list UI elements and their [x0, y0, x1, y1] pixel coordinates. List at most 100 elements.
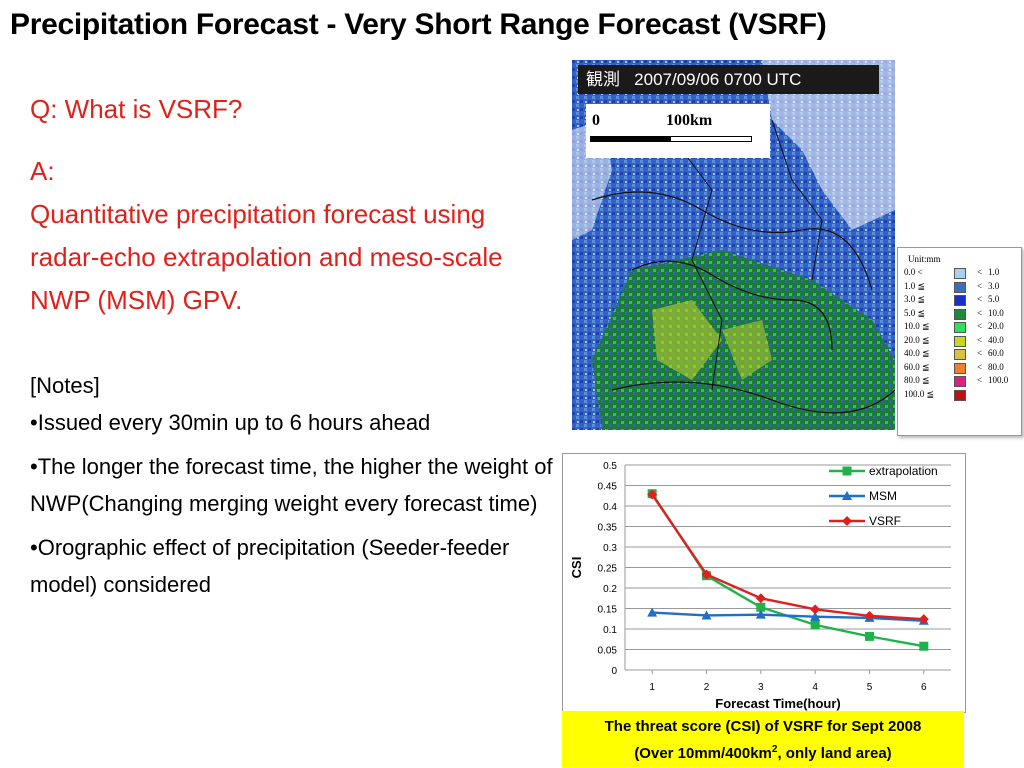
data-point-vsrf — [864, 610, 875, 621]
legend-upper-bound: 40.0 — [988, 334, 1004, 345]
x-tick-label: 1 — [649, 682, 655, 693]
legend-row: 0.0 < <1.0 — [898, 267, 1021, 280]
legend-less-than: < — [977, 375, 983, 385]
x-tick-label: 5 — [867, 682, 873, 693]
legend-lower-bound: 0.0 < — [904, 267, 923, 277]
legend-upper-bound: 60.0 — [988, 348, 1004, 358]
data-point-msm — [647, 607, 658, 617]
data-point-extrapolation — [919, 641, 929, 651]
scale-start-label: 0 — [592, 112, 600, 129]
legend-less-than: < — [977, 361, 983, 372]
legend-swatch — [954, 281, 966, 293]
data-point-extrapolation — [865, 631, 874, 641]
legend-swatch — [954, 376, 966, 387]
legend-label-extrapolation: extrapolation — [869, 464, 938, 478]
answer-label: A: — [30, 156, 55, 186]
legend-lower-bound: 80.0 ≦ — [904, 375, 930, 385]
scale-bar-hollow — [670, 136, 752, 142]
legend-swatch — [954, 322, 966, 333]
y-tick-label: 0.4 — [603, 502, 617, 513]
legend-marker-msm — [842, 491, 852, 500]
legend-row: 10.0 ≦ <20.0 — [898, 321, 1021, 334]
note-bullet: •Orographic effect of precipitation (See… — [30, 535, 510, 597]
map-header-observation: 観測 — [586, 70, 620, 89]
legend-row: 20.0 ≦ <40.0 — [898, 335, 1021, 348]
legend-unit: Unit:mm — [908, 254, 941, 264]
precip-legend: Unit:mm 0.0 < <1.0 1.0 ≦ <3.0 3.0 ≦ <5.0 5.0 ≦… — [897, 247, 1022, 436]
legend-less-than: < — [977, 334, 983, 345]
answer-block: A: Quantitative precipitation forecast u… — [30, 150, 550, 322]
legend-row: 80.0 ≦ <100.0 — [898, 375, 1021, 388]
scale-end-label: 100km — [666, 112, 713, 129]
legend-row: 5.0 ≦ <10.0 — [898, 308, 1021, 321]
data-point-vsrf — [647, 489, 658, 500]
note-bullet: •Issued every 30min up to 6 hours ahead — [30, 410, 431, 435]
y-tick-label: 0.2 — [603, 584, 617, 595]
legend-row: 40.0 ≦ <60.0 — [898, 348, 1021, 361]
chart-caption: The threat score (CSI) of VSRF for Sept … — [562, 711, 964, 767]
y-tick-label: 0.45 — [598, 482, 618, 493]
radar-map: 観測 2007/09/06 0700 UTC 0 100km — [572, 60, 895, 430]
legend-lower-bound: 40.0 ≦ — [904, 348, 930, 358]
data-point-msm — [755, 609, 766, 619]
caption-line2-pre: (Over 10mm/400km — [634, 745, 772, 762]
legend-less-than: < — [977, 307, 983, 318]
legend-swatch — [954, 362, 966, 374]
caption-line1: The threat score (CSI) of VSRF for Sept … — [604, 718, 922, 735]
series-line-msm — [652, 611, 924, 622]
legend-upper-bound: 100.0 — [988, 375, 1009, 385]
map-header-time: 2007/09/06 0700 UTC — [634, 70, 802, 89]
legend-lower-bound: 10.0 ≦ — [904, 321, 930, 331]
data-point-vsrf — [810, 604, 821, 615]
answer-text: Quantitative precipitation forecast usin… — [30, 199, 503, 315]
notes-header: [Notes] — [30, 373, 100, 398]
legend-swatch — [954, 308, 966, 320]
x-tick-label: 3 — [758, 682, 764, 693]
slide-title: Precipitation Forecast - Very Short Rang… — [10, 8, 827, 41]
x-tick-label: 2 — [704, 682, 710, 693]
x-tick-label: 6 — [921, 682, 927, 693]
y-tick-label: 0.1 — [603, 625, 617, 636]
legend-label-msm: MSM — [869, 489, 897, 503]
y-tick-label: 0 — [611, 666, 617, 677]
legend-upper-bound: 5.0 — [988, 294, 1000, 304]
legend-row: 3.0 ≦ <5.0 — [898, 294, 1021, 307]
data-point-msm — [810, 611, 821, 621]
caption-line2-post: , only land area) — [777, 745, 892, 762]
notes-block: [Notes] •Issued every 30min up to 6 hour… — [30, 367, 555, 610]
y-axis-label: CSI — [569, 557, 584, 579]
y-tick-label: 0.5 — [603, 461, 617, 472]
legend-swatch — [954, 389, 966, 401]
legend-upper-bound: 3.0 — [988, 280, 1000, 291]
legend-less-than: < — [977, 280, 983, 291]
note-bullet: •The longer the forecast time, the highe… — [30, 454, 553, 516]
x-tick-label: 4 — [812, 682, 818, 693]
caption-line2-sup: 2 — [771, 744, 778, 755]
legend-lower-bound: 60.0 ≦ — [904, 361, 930, 372]
map-header: 観測 2007/09/06 0700 UTC — [578, 65, 879, 94]
legend-lower-bound: 100.0 ≦ — [904, 388, 935, 399]
legend-lower-bound: 20.0 ≦ — [904, 334, 930, 345]
legend-swatch — [954, 335, 966, 347]
data-point-extrapolation — [756, 602, 766, 612]
legend-swatch — [954, 268, 966, 279]
y-tick-label: 0.35 — [598, 523, 618, 534]
y-tick-label: 0.3 — [603, 543, 617, 554]
legend-upper-bound: 10.0 — [988, 307, 1004, 318]
data-point-msm — [701, 610, 712, 620]
legend-lower-bound: 3.0 ≦ — [904, 294, 926, 304]
data-point-vsrf — [701, 569, 712, 580]
legend-row: 100.0 ≦ — [898, 389, 1021, 402]
csi-chart: 0 0.05 0.1 0.15 0.2 0.25 0.3 0.35 0.4 0.45 0.5 1 2 3 4… — [562, 453, 966, 713]
legend-upper-bound: 20.0 — [988, 321, 1004, 331]
legend-row: 60.0 ≦ <80.0 — [898, 362, 1021, 375]
legend-swatch — [954, 349, 966, 360]
scale-bar-solid — [590, 136, 670, 142]
y-tick-label: 0.25 — [598, 564, 618, 575]
data-point-vsrf — [918, 614, 929, 625]
y-tick-label: 0.05 — [598, 646, 618, 657]
legend-marker-vsrf — [842, 516, 852, 526]
series-line-vsrf — [651, 493, 924, 621]
legend-label-vsrf: VSRF — [869, 514, 901, 528]
data-point-extrapolation — [810, 620, 820, 630]
